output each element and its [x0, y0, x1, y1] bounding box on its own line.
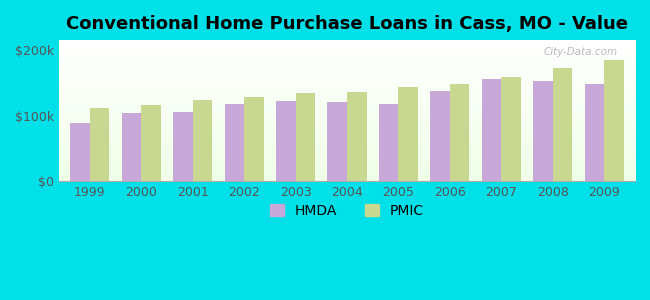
Bar [604, 60, 624, 181]
Text: City-Data.com: City-Data.com [543, 47, 618, 57]
Bar [141, 105, 161, 181]
Bar [225, 104, 244, 181]
Bar [552, 68, 572, 181]
Bar [398, 87, 418, 181]
Bar [173, 112, 192, 181]
Bar [90, 108, 109, 181]
Bar [328, 102, 347, 181]
Bar [122, 113, 141, 181]
Bar [70, 123, 90, 181]
Bar [296, 93, 315, 181]
Bar [584, 84, 604, 181]
Bar [379, 104, 398, 181]
Bar [276, 101, 296, 181]
Bar [347, 92, 367, 181]
Title: Conventional Home Purchase Loans in Cass, MO - Value: Conventional Home Purchase Loans in Cass… [66, 15, 628, 33]
Bar [501, 77, 521, 181]
Bar [430, 91, 450, 181]
Legend: HMDA, PMIC: HMDA, PMIC [265, 198, 430, 224]
Bar [450, 84, 469, 181]
Bar [244, 97, 264, 181]
Bar [482, 80, 501, 181]
Bar [192, 100, 213, 181]
Bar [533, 81, 552, 181]
